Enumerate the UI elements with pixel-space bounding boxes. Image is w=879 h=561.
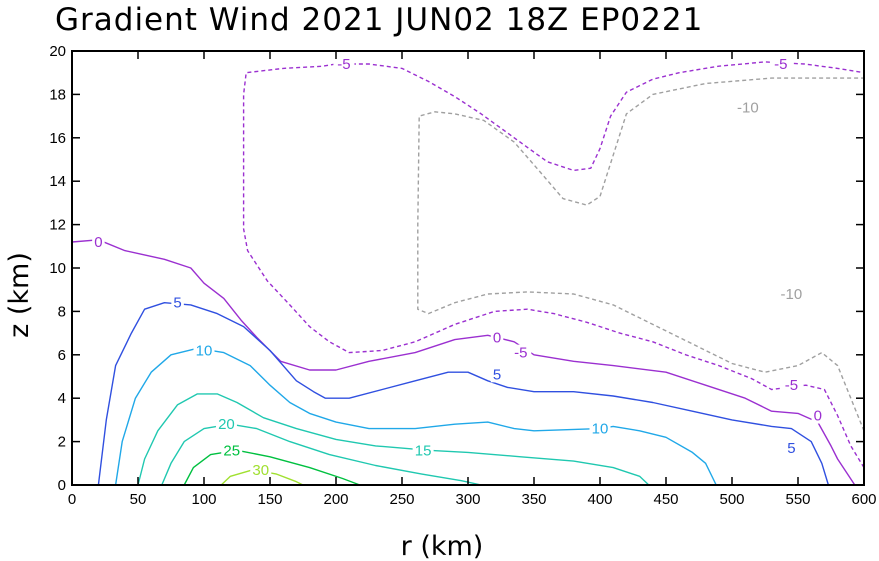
contour-label: 30 <box>252 462 269 479</box>
contour-label-bg <box>780 377 802 394</box>
x-tick-label: 450 <box>653 491 678 508</box>
contour-line <box>114 347 717 486</box>
y-axis: 0 2 4 6 8 10 12 14 16 18 20 <box>49 43 864 494</box>
y-tick-label: 16 <box>49 130 66 147</box>
contour-line <box>183 449 361 486</box>
y-axis-label: z (km) <box>4 252 35 338</box>
contour-label-bg <box>92 233 105 250</box>
x-tick-label: 400 <box>587 491 612 508</box>
contour-label: 20 <box>218 416 235 433</box>
contour-label: 5 <box>173 295 181 312</box>
contour-label: 5 <box>493 366 501 383</box>
contour-label-bg <box>193 342 215 359</box>
contour-label: 0 <box>814 408 822 425</box>
contour-label-bg <box>733 99 763 116</box>
x-axis-label: r (km) <box>401 531 484 561</box>
contour-label-bg <box>412 442 434 459</box>
y-tick-label: 20 <box>49 43 66 60</box>
contour-label: -5 <box>774 56 787 73</box>
x-tick-label: 50 <box>130 491 147 508</box>
y-tick-label: 12 <box>49 217 66 234</box>
y-tick-label: 0 <box>58 477 66 494</box>
contour-line <box>161 423 482 486</box>
x-tick-label: 200 <box>323 491 348 508</box>
contour-label: -5 <box>337 56 350 73</box>
contour-label-bg <box>811 407 825 424</box>
contour-label: 5 <box>787 440 795 457</box>
contour-line <box>242 61 865 468</box>
x-tick-label: 300 <box>455 491 480 508</box>
x-tick-label: 600 <box>851 491 876 508</box>
contour-label: 0 <box>94 234 102 251</box>
x-tick-label: 250 <box>389 491 414 508</box>
contour-label: 10 <box>196 342 213 359</box>
contour-lines <box>71 61 865 486</box>
y-tick-label: 2 <box>58 434 66 451</box>
contour-label-bg <box>490 329 504 346</box>
contour-label-bg <box>490 366 504 383</box>
contour-line <box>417 77 865 432</box>
chart-title: Gradient Wind 2021 JUN02 18Z EP0221 <box>55 2 703 38</box>
contour-label: 0 <box>493 329 501 346</box>
contour-label-bg <box>333 56 355 73</box>
contour-label-bg <box>215 416 237 433</box>
y-tick-label: 4 <box>58 390 66 407</box>
x-tick-label: 350 <box>521 491 546 508</box>
y-tick-label: 6 <box>58 347 66 364</box>
y-tick-label: 10 <box>49 260 66 277</box>
contour-label: 25 <box>223 442 240 459</box>
x-tick-label: 150 <box>257 491 282 508</box>
contour-label: -5 <box>514 345 527 362</box>
contour-label-bg <box>250 461 272 478</box>
contour-label: -10 <box>781 286 803 303</box>
y-tick-label: 18 <box>49 86 66 103</box>
contour-label-bg <box>776 286 807 303</box>
x-axis: 0 50 100 150 200 250 300 350 400 450 500 550 600 <box>68 51 877 508</box>
contour-label-bg <box>770 56 792 73</box>
contour-line <box>137 393 650 486</box>
contour-label: 10 <box>592 421 609 438</box>
contour-label: -10 <box>737 99 759 116</box>
contour-line <box>97 302 830 486</box>
contour-line <box>71 239 856 486</box>
y-tick-label: 8 <box>58 303 66 320</box>
x-tick-label: 500 <box>719 491 744 508</box>
contour-label-bg <box>785 440 798 457</box>
contour-label: -5 <box>785 377 798 394</box>
contour-label-bg <box>589 420 611 437</box>
y-tick-label: 14 <box>49 173 66 190</box>
x-tick-label: 550 <box>785 491 810 508</box>
contour-label: 15 <box>415 442 432 459</box>
contour-label-bg <box>171 294 184 311</box>
x-tick-label: 0 <box>68 491 76 508</box>
x-tick-label: 100 <box>191 491 216 508</box>
contour-label-bg <box>510 344 532 361</box>
contour-labels: -10 -10 -5 -5 -5 -5 0 0 0 5 5 5 10 10 15 20 25 30 <box>92 56 825 479</box>
contour-label-bg <box>221 442 243 459</box>
